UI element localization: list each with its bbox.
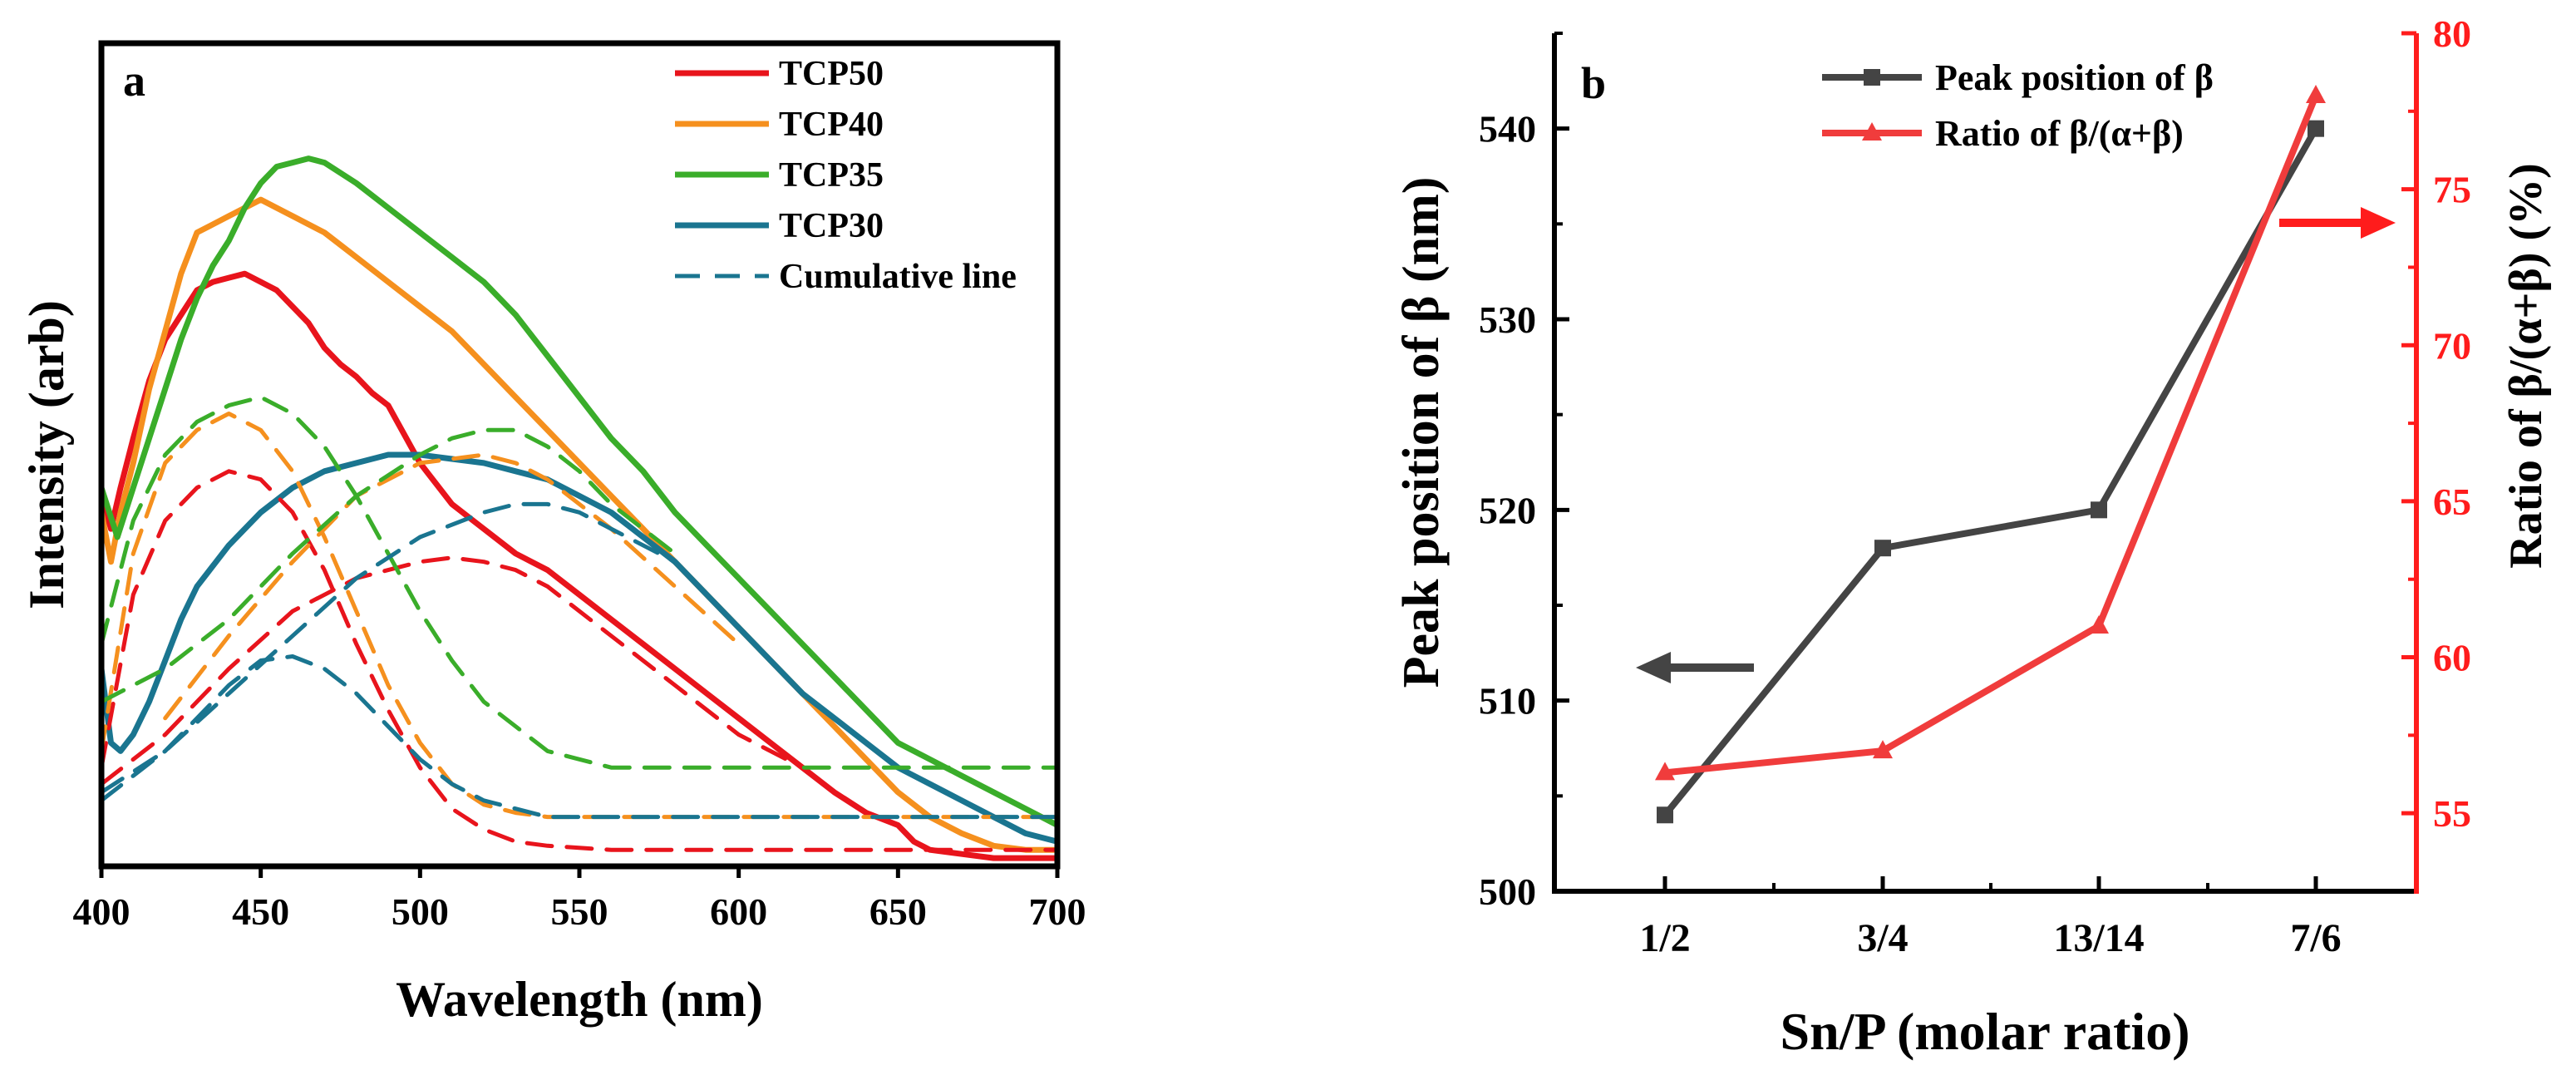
series-line-tcp35-component-1 xyxy=(99,395,1060,770)
peak-ratio-right-y-axis-title: Ratio of β/(α+β) (%) xyxy=(2500,163,2552,569)
x-tick-label-450: 450 xyxy=(232,890,289,933)
series-line-tcp35-component-2 xyxy=(99,427,677,704)
marker-peak-position-of-7-6 xyxy=(2308,120,2324,137)
x-tick-label-550: 550 xyxy=(551,890,608,933)
legend-label-peak-position-of: Peak position of β xyxy=(1935,57,2214,98)
legend-label-cumulative-line: Cumulative line xyxy=(779,258,1017,296)
left-axis-indicator-arrow-icon xyxy=(1636,652,1671,683)
x-category-label-3-4: 3/4 xyxy=(1857,916,1908,960)
spectra-plot-frame xyxy=(98,40,1061,870)
series-line-tcp35 xyxy=(98,155,1061,828)
spectra-series-layer xyxy=(98,155,1061,861)
spectra-x-ticks: 400 450 500 550 600 650 700 xyxy=(73,866,1086,933)
legend-label-tcp30: TCP30 xyxy=(779,207,884,245)
legend-label-tcp35: TCP35 xyxy=(779,156,884,195)
left-y-tick-label-520: 520 xyxy=(1479,489,1536,531)
peak-ratio-annotations xyxy=(1636,207,2396,683)
peak-ratio-panel-label: b xyxy=(1581,58,1606,108)
right-y-tick-label-75: 75 xyxy=(2433,169,2471,211)
legend-marker-peak-position-of xyxy=(1864,69,1880,86)
left-y-tick-label-530: 530 xyxy=(1479,298,1536,341)
spectra-panel: 400 450 500 550 600 650 700 a Wavelength (nm) … xyxy=(19,40,1086,1027)
series-line-tcp30-component-1 xyxy=(99,654,1060,820)
left-y-tick-label-510: 510 xyxy=(1479,680,1536,722)
left-y-tick-label-500: 500 xyxy=(1479,870,1536,913)
series-line-tcp40 xyxy=(98,196,1061,853)
x-tick-label-700: 700 xyxy=(1029,890,1086,933)
series-line-ratio-of xyxy=(1664,94,2319,777)
spectra-y-axis-title: Intensity (arb) xyxy=(19,300,74,609)
peak-ratio-x-axis-title: Sn/P (molar ratio) xyxy=(1781,1002,2190,1061)
marker-ratio-of-1-2 xyxy=(1655,762,1675,781)
series-line-peak-position-of xyxy=(1662,126,2319,817)
right-y-tick-label-70: 70 xyxy=(2433,324,2471,367)
series-line-tcp50-component-1 xyxy=(99,469,1060,852)
legend-label-tcp50: TCP50 xyxy=(779,55,884,93)
peak-ratio-panel: 500 510 520 530 540 55 60 65 70 75 80 1/2 3/4 13/14 7/… xyxy=(1393,12,2552,1061)
x-tick-label-400: 400 xyxy=(73,890,131,933)
peak-ratio-series-layer xyxy=(1655,85,2326,824)
legend-label-tcp40: TCP40 xyxy=(779,106,884,144)
series-line-tcp40-component-1 xyxy=(99,412,1060,820)
peak-ratio-legend: Peak position of β Ratio of β/(α+β) xyxy=(1822,57,2214,154)
legend-marker-ratio-of xyxy=(1862,122,1882,141)
series-line-tcp30 xyxy=(98,451,1061,845)
marker-peak-position-of-1-2 xyxy=(1657,806,1673,824)
right-y-tick-label-55: 55 xyxy=(2433,792,2471,835)
right-y-tick-label-80: 80 xyxy=(2433,12,2471,55)
spectra-panel-label: a xyxy=(123,56,145,106)
right-axis-indicator-arrow-icon xyxy=(2361,207,2396,239)
peak-ratio-axes-ticks: 500 510 520 530 540 55 60 65 70 75 80 1/2 3/4 13/14 7/… xyxy=(1479,12,2471,960)
x-category-label-7-6: 7/6 xyxy=(2290,916,2341,960)
left-y-tick-label-540: 540 xyxy=(1479,108,1536,150)
legend-label-ratio-of: Ratio of β/(α+β) xyxy=(1935,113,2184,154)
marker-peak-position-of-3-4 xyxy=(1874,540,1891,557)
right-y-tick-label-65: 65 xyxy=(2433,481,2471,523)
right-y-tick-label-60: 60 xyxy=(2433,637,2471,679)
x-category-label-1-2: 1/2 xyxy=(1639,916,1690,960)
marker-ratio-of-13-14 xyxy=(2089,615,2109,634)
x-category-label-13-14: 13/14 xyxy=(2053,916,2144,960)
marker-ratio-of-3-4 xyxy=(1873,740,1893,759)
marker-ratio-of-7-6 xyxy=(2306,85,2326,104)
x-tick-label-600: 600 xyxy=(710,890,767,933)
series-line-tcp30-component-2 xyxy=(99,501,677,795)
series-line-tcp40-component-2 xyxy=(163,452,741,721)
marker-peak-position-of-13-14 xyxy=(2091,501,2107,519)
spectra-x-axis-title: Wavelength (nm) xyxy=(396,972,763,1027)
x-tick-label-650: 650 xyxy=(869,890,927,933)
series-line-tcp50 xyxy=(98,270,1061,861)
spectra-legend: TCP50 TCP40 TCP35 TCP30 Cumulative line xyxy=(675,55,1017,296)
peak-ratio-left-y-axis-title: Peak position of β (nm) xyxy=(1393,177,1450,688)
x-tick-label-500: 500 xyxy=(392,890,449,933)
series-line-tcp50-component-2 xyxy=(99,555,805,787)
